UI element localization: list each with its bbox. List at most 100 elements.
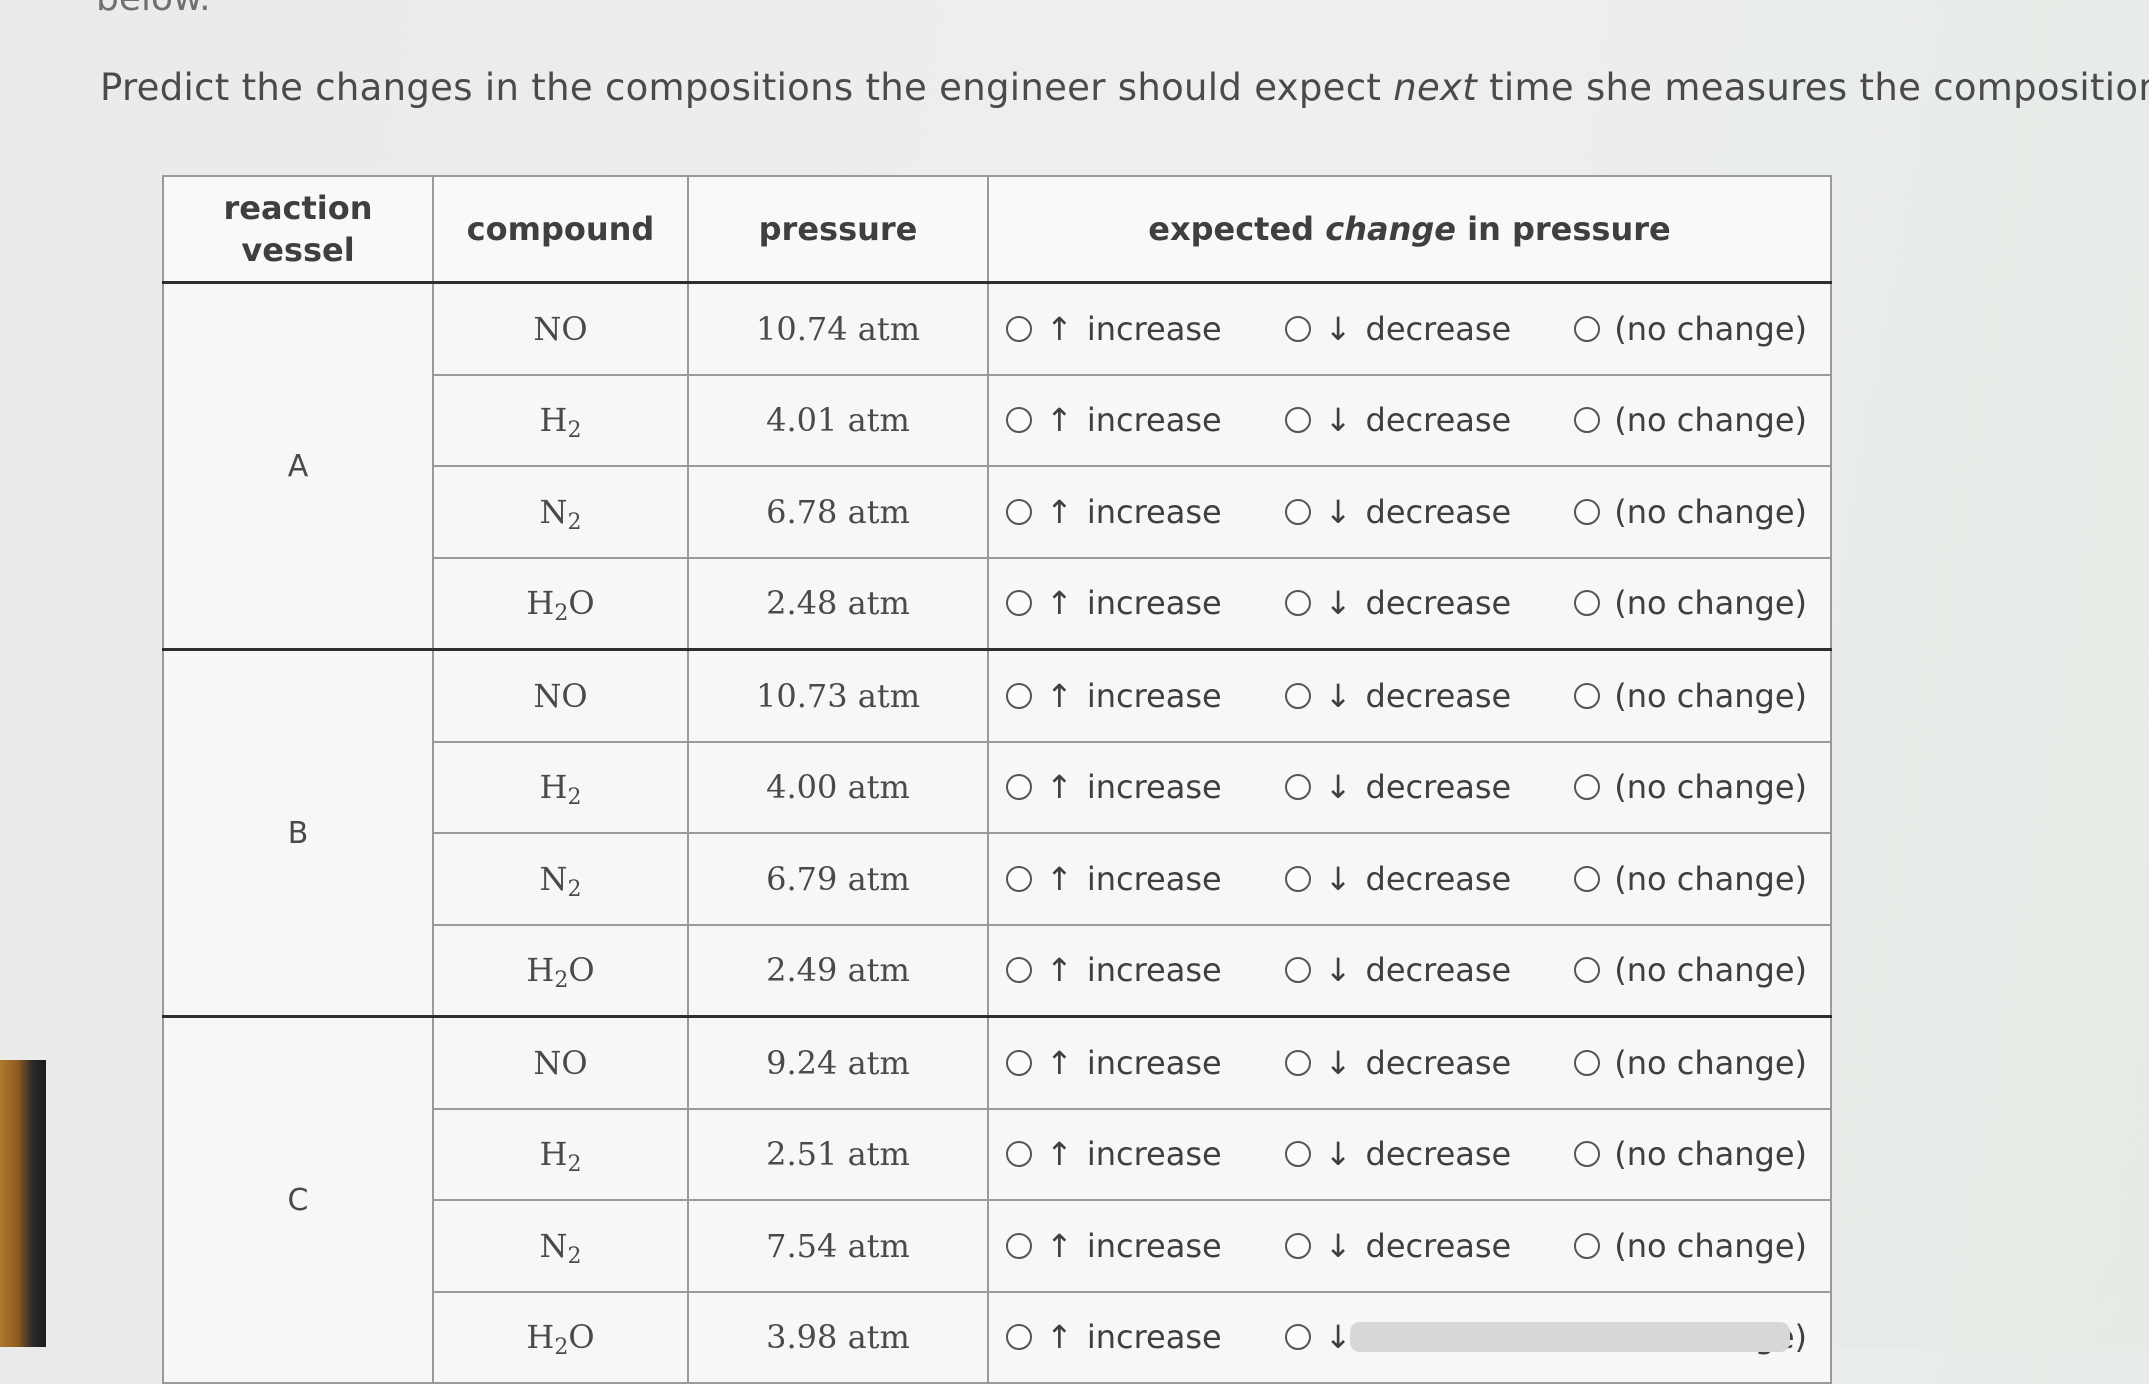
decrease-radio[interactable] (1284, 590, 1311, 617)
no-change-radio[interactable] (1574, 1232, 1601, 1259)
change-options: ↑ increase ↓ decrease (no change) (990, 584, 1829, 622)
increase-option[interactable]: ↑ increase (1006, 401, 1222, 439)
no-change-option[interactable]: (no change) (1574, 493, 1807, 531)
decrease-option[interactable]: ↓ decrease (1284, 1135, 1511, 1173)
increase-radio[interactable] (1006, 315, 1032, 342)
table-row: H2 4.00 atm ↑ increase ↓ decrease (no change) (163, 740, 1832, 834)
down-arrow-icon: ↓ (1324, 584, 1352, 623)
pressure-cell: 2.48 atm (687, 556, 989, 651)
decrease-radio[interactable] (1284, 774, 1311, 801)
increase-option[interactable]: ↑ increase (1006, 584, 1222, 622)
header-compound: compound (432, 175, 689, 284)
prompt-text-start: Predict the changes in the compositions … (100, 66, 1394, 109)
increase-option[interactable]: ↑ increase (1006, 1044, 1222, 1082)
no-change-radio[interactable] (1574, 407, 1601, 434)
increase-radio[interactable] (1006, 498, 1032, 525)
decrease-option[interactable]: ↓ decrease (1284, 584, 1511, 623)
decrease-option[interactable]: ↓ decrease (1284, 860, 1511, 898)
no-change-option[interactable]: (no change) (1574, 677, 1807, 715)
no-change-option[interactable]: (no change) (1574, 401, 1807, 439)
no-change-option[interactable]: (no change) (1574, 1227, 1807, 1265)
increase-radio[interactable] (1006, 407, 1032, 434)
no-change-radio[interactable] (1574, 865, 1601, 892)
no-change-option[interactable]: (no change) (1574, 1044, 1807, 1082)
up-arrow-icon: ↑ (1046, 1226, 1073, 1265)
decrease-radio[interactable] (1284, 407, 1311, 434)
no-change-option[interactable]: (no change) (1574, 860, 1807, 898)
decrease-option[interactable]: ↓ decrease (1284, 401, 1511, 439)
decrease-radio[interactable] (1284, 865, 1311, 892)
compound-tail: O (568, 951, 595, 990)
decrease-radio[interactable] (1284, 315, 1311, 342)
header-change-emphasis: change (1325, 210, 1456, 248)
decrease-option[interactable]: ↓ decrease (1284, 677, 1511, 715)
down-arrow-icon: ↓ (1324, 1318, 1352, 1357)
increase-option[interactable]: ↑ increase (1006, 1135, 1222, 1173)
compound-symbol: NO (533, 676, 588, 715)
no-change-option[interactable]: (no change) (1574, 768, 1807, 806)
expected-change-cell: ↑ increase ↓ decrease (no change) (987, 1107, 1832, 1201)
increase-option[interactable]: ↑ increase (1006, 951, 1222, 989)
increase-radio[interactable] (1006, 1049, 1032, 1076)
compound-cell: NO (432, 648, 689, 743)
increase-label: increase (1086, 1135, 1222, 1174)
increase-radio[interactable] (1006, 957, 1032, 984)
increase-option[interactable]: ↑ increase (1006, 677, 1222, 715)
increase-option[interactable]: ↑ increase (1006, 1227, 1222, 1265)
no-change-radio[interactable] (1574, 682, 1601, 709)
decrease-radio[interactable] (1284, 682, 1311, 709)
no-change-option[interactable]: (no change) (1574, 310, 1807, 348)
decrease-option[interactable]: ↓ decrease (1284, 1227, 1511, 1265)
increase-label: increase (1086, 768, 1222, 807)
decrease-option[interactable]: ↓ decrease (1284, 768, 1511, 806)
compound-cell: H2 (432, 740, 689, 834)
decrease-radio[interactable] (1284, 1049, 1311, 1076)
decrease-radio[interactable] (1284, 1232, 1311, 1259)
increase-option[interactable]: ↑ increase (1006, 310, 1222, 348)
no-change-radio[interactable] (1574, 590, 1601, 617)
increase-radio[interactable] (1006, 682, 1032, 709)
increase-radio[interactable] (1006, 1232, 1032, 1259)
table-row: H2 4.01 atm ↑ increase ↓ decrease (no change) (163, 373, 1832, 467)
no-change-option[interactable]: (no change) (1574, 1135, 1807, 1173)
expected-change-cell: ↑ increase ↓ decrease (no change) (987, 923, 1832, 1018)
decrease-radio[interactable] (1284, 957, 1311, 984)
increase-option[interactable]: ↑ increase (1006, 493, 1222, 531)
increase-radio[interactable] (1006, 865, 1032, 892)
compound-symbol: H (539, 768, 568, 807)
no-change-radio[interactable] (1574, 498, 1601, 525)
no-change-radio[interactable] (1574, 774, 1601, 801)
increase-radio[interactable] (1006, 590, 1032, 617)
increase-label: increase (1086, 1318, 1222, 1357)
reaction-vessel-cell: A (162, 281, 434, 651)
photo-edge (0, 1060, 46, 1347)
up-arrow-icon: ↑ (1046, 676, 1073, 715)
no-change-label: (no change) (1614, 1043, 1807, 1082)
table-row: B NO 10.73 atm ↑ increase ↓ decrease (no change… (162, 648, 1832, 1018)
increase-option[interactable]: ↑ increase (1006, 768, 1222, 806)
table-row: N2 7.54 atm ↑ increase ↓ decrease (no change) (163, 1199, 1832, 1293)
decrease-option[interactable]: ↓ decrease (1284, 493, 1511, 531)
increase-radio[interactable] (1006, 774, 1032, 801)
no-change-option[interactable]: (no change) (1574, 951, 1807, 989)
increase-option[interactable]: ↑ increase (1006, 1318, 1222, 1356)
no-change-option[interactable]: (no change) (1574, 584, 1807, 622)
no-change-radio[interactable] (1574, 957, 1601, 984)
down-arrow-icon: ↓ (1324, 309, 1352, 348)
increase-option[interactable]: ↑ increase (1006, 860, 1222, 898)
compound-subscript: 2 (567, 509, 582, 535)
pressure-cell: 9.24 atm (687, 1015, 989, 1110)
increase-radio[interactable] (1006, 1324, 1032, 1351)
decrease-radio[interactable] (1284, 1324, 1311, 1351)
decrease-option[interactable]: ↓ decrease (1284, 309, 1511, 348)
compound-cell: NO (432, 1015, 689, 1110)
decrease-option[interactable]: ↓ decrease (1284, 951, 1511, 989)
table-row: N2 6.79 atm ↑ increase ↓ decrease (no change) (163, 832, 1832, 926)
decrease-option[interactable]: ↓ decrease (1284, 1044, 1511, 1082)
no-change-radio[interactable] (1574, 1141, 1601, 1168)
no-change-radio[interactable] (1574, 1049, 1601, 1076)
decrease-radio[interactable] (1284, 1141, 1311, 1168)
decrease-radio[interactable] (1284, 498, 1311, 525)
increase-radio[interactable] (1006, 1141, 1032, 1168)
no-change-radio[interactable] (1574, 315, 1601, 342)
